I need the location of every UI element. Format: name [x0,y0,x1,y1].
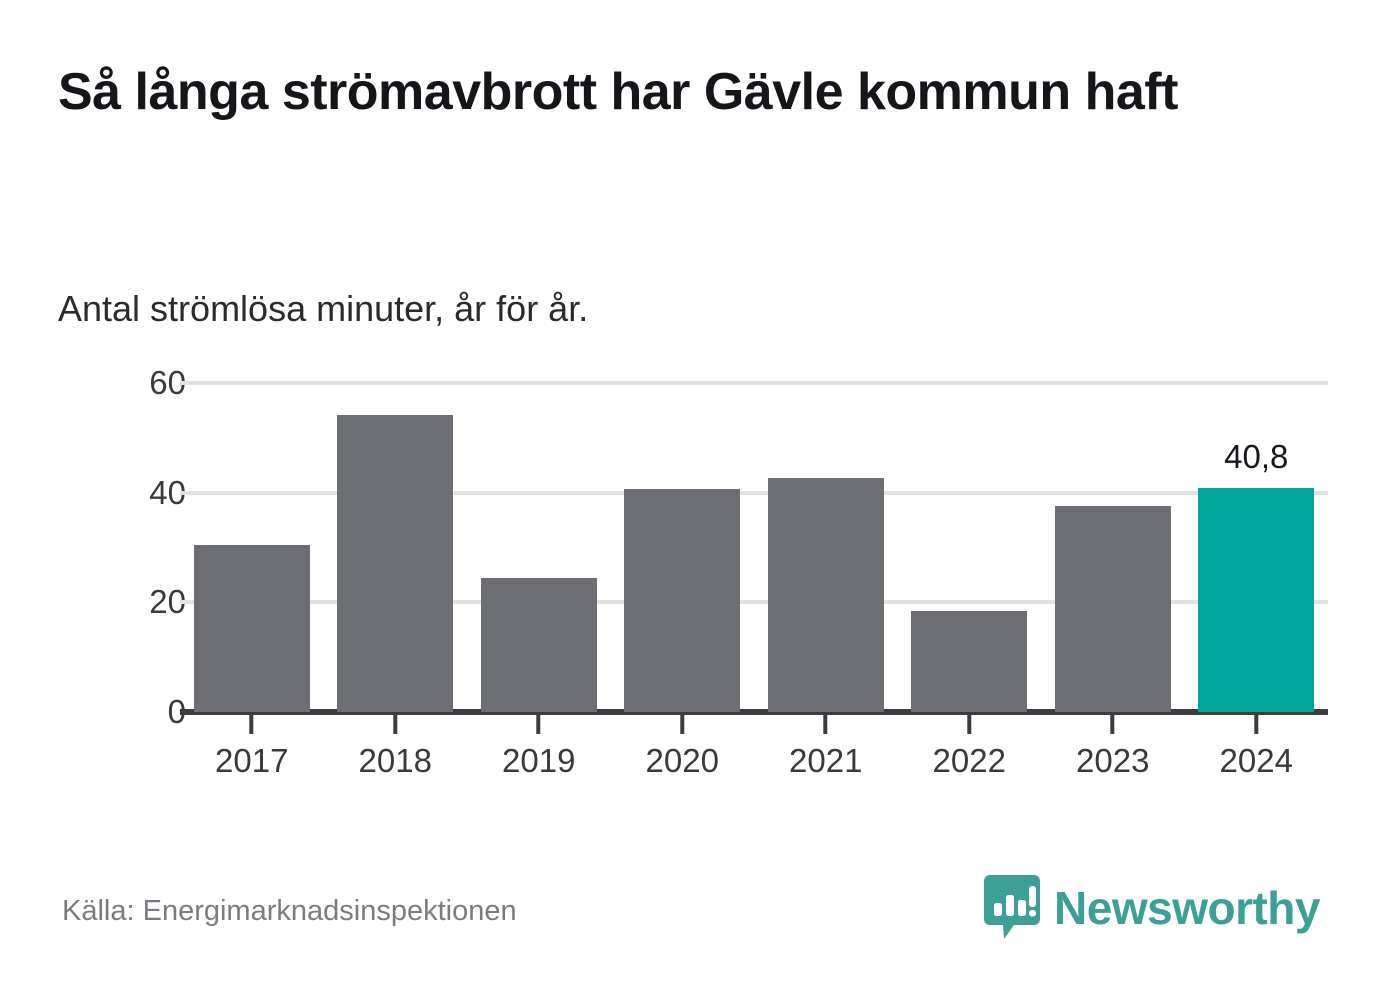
bar-2017[interactable] [193,545,310,712]
x-tick-label: 2024 [1219,742,1293,779]
bar-2022[interactable] [911,611,1027,712]
x-tick-2020: 2020 [646,712,719,780]
x-tick-label: 2022 [932,742,1006,779]
x-tick-2017: 2017 [215,712,288,780]
y-axis: 0 20 40 60 [58,364,208,730]
x-tick-label: 2023 [1076,742,1150,779]
gridline [180,380,1328,385]
source-note: Källa: Energimarknadsinspektionen [62,895,517,927]
x-tick-2024: 2024 [1220,712,1293,780]
page-title: Så långa strömavbrott har Gävle kommun h… [58,63,1178,121]
bar-value-label: 40,8 [1224,438,1289,476]
brand-logo: Newsworthy [984,875,1320,941]
tick-mark [393,714,398,734]
chart-subtitle: Antal strömlösa minuter, år för år. [58,288,589,329]
y-tick-label: 60 [149,363,186,401]
x-tick-label: 2020 [645,742,719,779]
bar-2023[interactable] [1054,505,1171,712]
x-tick-label: 2019 [502,742,576,779]
bar-2020[interactable] [624,489,740,712]
gridline [180,600,1328,605]
x-tick-label: 2017 [215,742,289,779]
x-tick-label: 2018 [358,742,432,779]
x-tick-label: 2021 [789,742,863,779]
tick-mark [967,714,972,734]
brand-name: Newsworthy [1054,882,1320,934]
bar-chart-speech-bubble-icon [984,875,1041,941]
bar-2021[interactable] [767,478,884,712]
y-tick-label: 20 [149,583,186,621]
x-axis: 2017 2018 2019 2020 2021 2022 2023 2024 [180,712,1328,779]
x-axis-line [180,709,1328,715]
gridline [180,490,1328,495]
y-tick-label: 0 [167,693,186,730]
x-tick-2023: 2023 [1076,712,1149,780]
x-tick-2022: 2022 [933,712,1006,780]
tick-mark [536,714,541,734]
bar-2019[interactable] [480,577,597,712]
tick-mark [1110,714,1115,734]
tick-mark [823,714,828,734]
x-tick-2019: 2019 [502,712,575,780]
tick-mark [249,714,254,734]
tick-mark [1254,714,1259,734]
bar-2018[interactable] [337,414,453,712]
x-tick-2018: 2018 [359,712,432,780]
bar-2024[interactable]: 40,8 [1198,438,1314,712]
chart-plot-area: 0 20 40 60 40,8 2017 2018 2019 2020 2021 2022 202… [58,364,1328,779]
x-tick-2021: 2021 [789,712,862,780]
tick-mark [680,714,685,734]
bar-series: 40,8 [180,372,1328,712]
y-tick-label: 40 [149,473,186,511]
plot-canvas: 40,8 [180,372,1328,715]
